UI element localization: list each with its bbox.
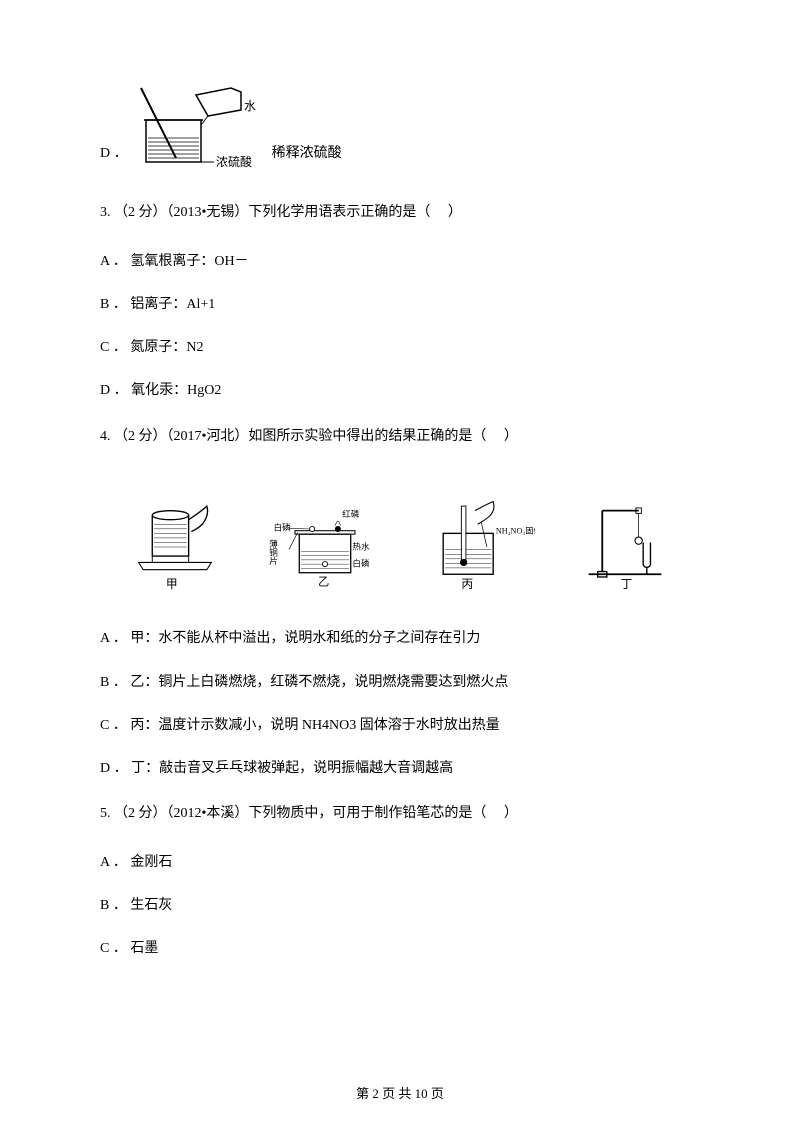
svg-text:白磷: 白磷 xyxy=(352,558,370,569)
q5-option-a: A ． 金刚石 xyxy=(100,850,700,875)
q5-stem: 5. （2 分）（2012•本溪）下列物质中，可用于制作铅笔芯的是（ ） xyxy=(100,799,700,830)
q5-option-b: B ． 生石灰 xyxy=(100,893,700,918)
svg-text:甲: 甲 xyxy=(166,577,178,591)
svg-text:NH₄NO₃固体: NH₄NO₃固体 xyxy=(496,526,535,536)
svg-text:白磷: 白磷 xyxy=(274,522,292,533)
svg-text:红磷: 红磷 xyxy=(342,508,360,519)
q3-option-a: A ． 氢氧根离子：OH－ xyxy=(100,249,700,274)
exp-jia: 甲 xyxy=(100,497,250,602)
acid-label-text: 浓硫酸 xyxy=(216,154,252,169)
q4-stem: 4. （2 分）（2017•河北）如图所示实验中得出的结果正确的是（ ） xyxy=(100,422,700,453)
q3-option-d: D ． 氧化汞：HgO2 xyxy=(100,378,700,403)
exp-jia-svg: 甲 xyxy=(115,497,235,597)
q4-option-a: A ． 甲：水不能从杯中溢出，说明水和纸的分子之间存在引力 xyxy=(100,626,700,651)
exp-bing-svg: NH₄NO₃固体 丙 xyxy=(415,497,535,597)
q2-option-d: D ． 水 浓硫酸 稀释浓硫酸 xyxy=(100,80,700,170)
q3-option-c: C ． 氮原子：N2 xyxy=(100,335,700,360)
svg-text:乙: 乙 xyxy=(318,576,329,589)
svg-text:片: 片 xyxy=(269,555,278,566)
svg-text:丙: 丙 xyxy=(461,577,473,591)
exp-yi: 白磷 红磷 薄 铜 片 热水 白磷 乙 xyxy=(250,497,400,602)
q4-option-c: C ． 丙：温度计示数减小，说明 NH4NO3 固体溶于水时放出热量 xyxy=(100,713,700,738)
exp-bing: NH₄NO₃固体 丙 xyxy=(400,497,550,602)
q5-option-c: C ． 石墨 xyxy=(100,936,700,961)
experiment-diagrams: 甲 白磷 红磷 薄 铜 片 热水 白磷 乙 xyxy=(100,472,700,602)
page-footer: 第 2 页 共 10 页 xyxy=(0,1083,800,1102)
exp-ding-svg: 丁 xyxy=(565,497,685,597)
q4-option-b: B ． 乙：铜片上白磷燃烧，红磷不燃烧，说明燃烧需要达到燃火点 xyxy=(100,670,700,695)
option-d-text: 稀释浓硫酸 xyxy=(272,142,342,170)
beaker-diagram: 水 浓硫酸 xyxy=(136,80,266,170)
q4-option-d: D ． 丁：敲击音叉乒乓球被弹起，说明振幅越大音调越高 xyxy=(100,756,700,781)
exp-yi-svg: 白磷 红磷 薄 铜 片 热水 白磷 乙 xyxy=(265,497,385,597)
exp-ding: 丁 xyxy=(550,497,700,602)
svg-text:丁: 丁 xyxy=(620,577,632,591)
q3-option-b: B ． 铝离子：Al+1 xyxy=(100,292,700,317)
option-d-label: D ． xyxy=(100,142,128,170)
water-label-text: 水 xyxy=(244,99,256,113)
svg-text:热水: 热水 xyxy=(352,541,370,552)
beaker-svg: 水 浓硫酸 xyxy=(136,80,266,170)
q3-stem: 3. （2 分）（2013•无锡）下列化学用语表示正确的是（ ） xyxy=(100,198,700,229)
